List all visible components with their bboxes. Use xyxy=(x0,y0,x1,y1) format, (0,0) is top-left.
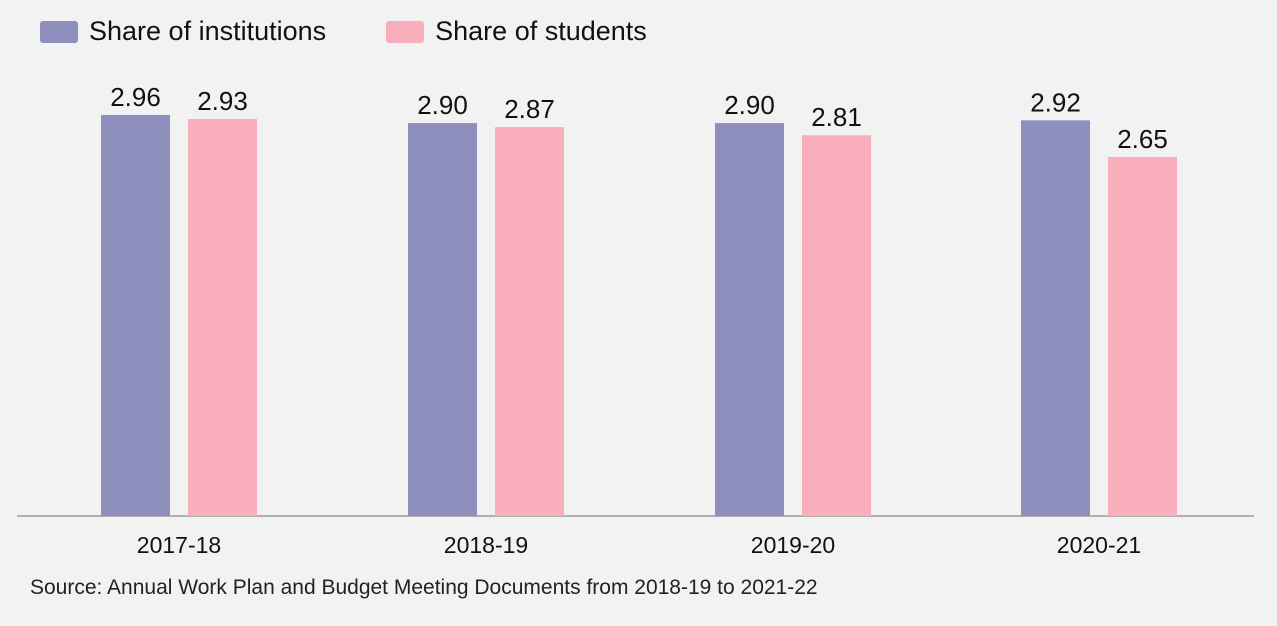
legend-label-institutions: Share of institutions xyxy=(89,16,327,46)
x-tick-label-2020-21: 2020-21 xyxy=(1057,532,1141,558)
bar-students-2020-21 xyxy=(1108,156,1177,517)
data-label-institutions-2020-21: 2.92 xyxy=(1030,87,1081,117)
source-note: Source: Annual Work Plan and Budget Meet… xyxy=(30,576,818,599)
data-label-students-2017-18: 2.93 xyxy=(197,86,248,116)
bar-students-2018-19 xyxy=(495,127,564,517)
legend-label-students: Share of students xyxy=(435,16,647,46)
bar-institutions-2020-21 xyxy=(1021,120,1090,516)
x-tick-label-2017-18: 2017-18 xyxy=(137,532,221,558)
legend: Share of institutions Share of students xyxy=(40,16,707,47)
data-label-institutions-2018-19: 2.90 xyxy=(417,90,468,120)
bar-institutions-2019-20 xyxy=(715,123,784,517)
data-label-institutions-2019-20: 2.90 xyxy=(724,90,775,120)
bar-institutions-2017-18 xyxy=(101,114,170,517)
legend-swatch-students xyxy=(386,20,425,43)
data-label-students-2020-21: 2.65 xyxy=(1117,124,1168,154)
data-label-students-2018-19: 2.87 xyxy=(504,94,555,124)
bar-students-2019-20 xyxy=(802,135,871,516)
x-tick-label-2018-19: 2018-19 xyxy=(444,532,528,558)
bar-students-2017-18 xyxy=(188,118,257,517)
legend-item-students: Share of students xyxy=(386,16,647,47)
legend-swatch-institutions xyxy=(40,20,78,43)
bar-institutions-2018-19 xyxy=(408,123,477,517)
data-label-students-2019-20: 2.81 xyxy=(811,102,862,132)
legend-item-institutions: Share of institutions xyxy=(40,16,326,47)
data-label-institutions-2017-18: 2.96 xyxy=(110,82,161,112)
x-tick-label-2019-20: 2019-20 xyxy=(751,532,835,558)
